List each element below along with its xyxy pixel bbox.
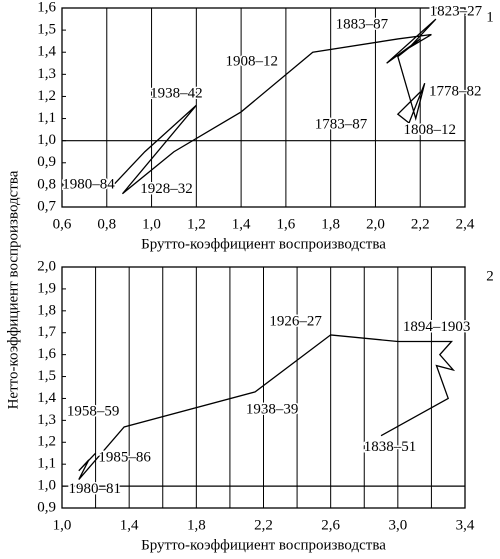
y-tick-label: 1,0 (37, 132, 56, 148)
point-label: 1883–87 (336, 16, 389, 32)
y-tick-label: 1,3 (37, 412, 56, 428)
point-label: 1908–12 (226, 54, 279, 70)
point-label: 1928–32 (140, 181, 193, 197)
x-tick-label: 1,0 (142, 216, 161, 232)
x-tick-label: 2,0 (366, 216, 385, 232)
y-tick-label: 1,1 (37, 456, 56, 472)
point-label: 1926–27 (269, 313, 322, 329)
y-tick-label: 1,4 (37, 44, 56, 60)
plot-frame (61, 7, 466, 208)
x-axis-title: Брутто-коэффициент воспроизводства (141, 537, 386, 553)
x-tick-label: 1,4 (232, 216, 251, 232)
y-tick-label: 0,9 (37, 154, 56, 170)
x-tick-label: 1,4 (120, 517, 139, 533)
point-label: 1778–82 (429, 83, 482, 99)
x-tick-label: 0,6 (53, 216, 72, 232)
x-tick-label: 2,4 (456, 216, 475, 232)
y-tick-label: 1,9 (37, 280, 56, 296)
x-tick-label: 0,8 (97, 216, 116, 232)
data-line (113, 18, 437, 195)
y-tick-label: 1,4 (37, 390, 56, 406)
x-tick-label: 1,2 (187, 216, 206, 232)
x-tick-label: 1,0 (53, 517, 72, 533)
y-tick-label: 1,6 (37, 0, 56, 15)
x-tick-label: 2,2 (254, 517, 273, 533)
y-tick-label: 1,8 (37, 302, 56, 318)
point-label: 1980–81 (69, 481, 122, 497)
point-label: 1894–1903 (403, 319, 471, 335)
x-tick-label: 2,2 (411, 216, 430, 232)
x-tick-label: 1,8 (321, 216, 340, 232)
y-tick-label: 1,3 (37, 66, 56, 82)
y-tick-label: 1,1 (37, 110, 56, 126)
y-tick-label: 0,7 (37, 198, 56, 214)
y-tick-label: 0,8 (37, 176, 56, 192)
point-label: 1823–27 (430, 3, 483, 19)
x-tick-label: 2,6 (321, 517, 340, 533)
panel-label: 2 (486, 268, 494, 284)
y-axis-title: Нетто-коэффициент воспроизводства (5, 170, 21, 409)
y-tick-label: 2,0 (37, 258, 56, 274)
y-tick-label: 1,5 (37, 368, 56, 384)
y-tick-label: 1,2 (37, 434, 56, 450)
x-tick-label: 3,4 (456, 517, 475, 533)
x-tick-label: 1,8 (187, 517, 206, 533)
y-tick-label: 1,2 (37, 88, 56, 104)
x-tick-label: 3,0 (388, 517, 407, 533)
y-tick-label: 1,0 (37, 478, 56, 494)
point-label: 1838–51 (364, 439, 417, 455)
x-axis-title: Брутто-коэффициент воспроизводства (141, 236, 386, 252)
point-label: 1783–87 (315, 116, 368, 132)
point-label: 1985–86 (98, 450, 151, 466)
y-tick-label: 1,7 (37, 324, 56, 340)
panel-label: 1 (486, 9, 494, 25)
data-line (78, 334, 456, 480)
y-tick-label: 1,6 (37, 346, 56, 362)
point-label: 1938–42 (150, 86, 203, 102)
point-label: 1938–39 (246, 401, 299, 417)
point-label: 1958–59 (67, 403, 120, 419)
plot-frame (61, 266, 466, 509)
point-label: 1808–12 (403, 122, 456, 138)
y-tick-label: 1,5 (37, 22, 56, 38)
y-tick-label: 0,9 (37, 499, 56, 515)
x-tick-label: 1,6 (277, 216, 296, 232)
point-label: 1980–84 (62, 176, 115, 192)
